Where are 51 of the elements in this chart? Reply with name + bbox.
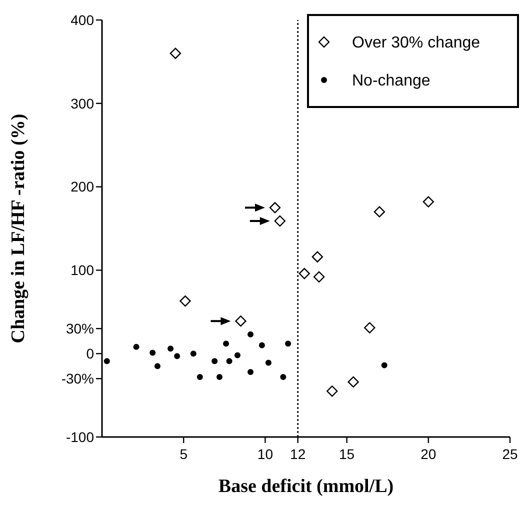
point (265, 360, 272, 366)
point (212, 358, 218, 364)
x-tick-label: 25 (502, 446, 518, 462)
x-tick-label: 15 (339, 446, 355, 462)
point (313, 271, 325, 282)
point (196, 374, 203, 380)
y-tick-label: -100 (66, 428, 94, 445)
point (133, 344, 140, 350)
point (235, 315, 246, 327)
point (168, 346, 174, 352)
point (298, 268, 310, 280)
point (422, 196, 434, 208)
point (226, 358, 232, 364)
point (234, 352, 240, 358)
y-tick-label: 30% (66, 320, 94, 336)
point (154, 363, 160, 370)
point (285, 340, 292, 347)
x-tick-label: 12 (290, 446, 306, 462)
point (150, 350, 156, 356)
point (312, 251, 324, 262)
point (326, 386, 338, 397)
legend-label: No-change (352, 72, 430, 90)
y-tick-label: 100 (70, 262, 94, 278)
point (348, 376, 359, 388)
point (381, 362, 388, 368)
point (374, 206, 386, 218)
y-axis-title: Change in LF/HF -ratio (%) (8, 114, 29, 344)
y-tick-label: 0 (86, 346, 94, 362)
point (269, 202, 281, 214)
x-tick-label: 5 (180, 446, 188, 462)
y-tick-label: 200 (70, 178, 94, 195)
y-tick-label: -30% (61, 370, 94, 387)
point (216, 374, 223, 380)
point (190, 350, 196, 357)
point (170, 48, 182, 59)
legend-label: Over 30% change (352, 34, 480, 52)
point (174, 353, 180, 360)
y-tick-label: 300 (70, 95, 94, 112)
point (258, 342, 265, 348)
point (104, 358, 110, 364)
x-tick-label: 10 (257, 446, 274, 462)
y-tick-label: 400 (70, 12, 94, 28)
point (180, 295, 191, 307)
point (280, 374, 286, 380)
x-axis-title: Base deficit (mmol/L) (218, 476, 394, 497)
point (364, 322, 376, 334)
point (223, 340, 230, 347)
x-tick-label: 20 (420, 446, 436, 462)
point (248, 368, 254, 375)
point (274, 215, 286, 227)
point (248, 331, 254, 338)
